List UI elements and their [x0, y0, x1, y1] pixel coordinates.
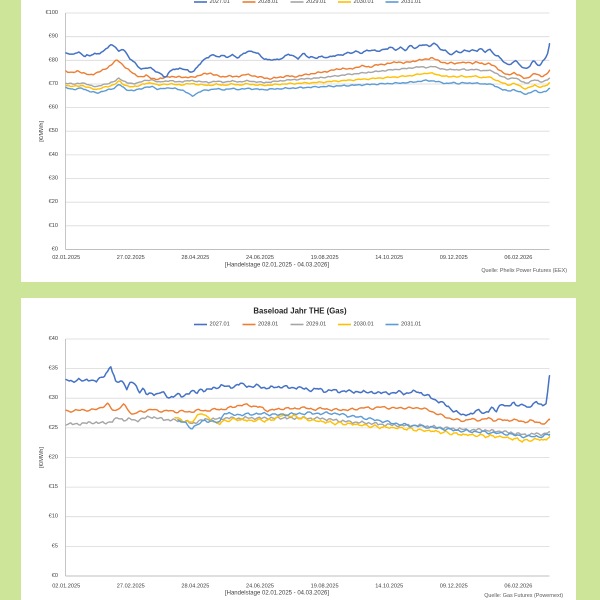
svg-text:€90: €90	[49, 34, 58, 40]
svg-text:€40: €40	[49, 152, 58, 158]
svg-text:[Handelstage 02.01.2025 - 04.0: [Handelstage 02.01.2025 - 04.03.2026]	[225, 262, 329, 268]
svg-text:[€/MWh]: [€/MWh]	[39, 447, 45, 468]
svg-text:27.02.2025: 27.02.2025	[117, 583, 145, 589]
svg-text:2030.01: 2030.01	[354, 0, 374, 5]
svg-text:€0: €0	[52, 247, 58, 253]
svg-text:09.12.2025: 09.12.2025	[440, 583, 468, 589]
svg-text:02.01.2025: 02.01.2025	[52, 583, 80, 589]
svg-text:€50: €50	[49, 128, 58, 134]
svg-text:€10: €10	[49, 223, 58, 229]
svg-text:27.02.2025: 27.02.2025	[117, 255, 145, 261]
svg-text:14.10.2025: 14.10.2025	[375, 255, 403, 261]
svg-text:€80: €80	[49, 57, 58, 63]
svg-text:€70: €70	[49, 81, 58, 87]
svg-text:€35: €35	[49, 366, 58, 372]
svg-text:02.01.2025: 02.01.2025	[52, 255, 80, 261]
svg-text:€60: €60	[49, 105, 58, 111]
svg-text:€5: €5	[52, 543, 58, 549]
svg-text:[€/MWh]: [€/MWh]	[39, 120, 45, 141]
svg-text:€100: €100	[46, 10, 58, 16]
svg-text:2028.01: 2028.01	[258, 322, 278, 328]
svg-text:2031.01: 2031.01	[401, 0, 421, 5]
svg-text:24.06.2025: 24.06.2025	[246, 255, 274, 261]
svg-text:2028.01: 2028.01	[258, 0, 278, 5]
svg-text:14.10.2025: 14.10.2025	[375, 583, 403, 589]
svg-text:2029.01: 2029.01	[306, 322, 326, 328]
svg-text:2027.01: 2027.01	[210, 0, 230, 5]
svg-text:2027.01: 2027.01	[210, 322, 230, 328]
svg-text:€10: €10	[49, 514, 58, 520]
svg-text:Quelle: Gas Futures (Powernext: Quelle: Gas Futures (Powernext)	[484, 593, 563, 599]
svg-text:06.02.2026: 06.02.2026	[504, 583, 532, 589]
svg-text:Quelle: Phelix Power Futures (: Quelle: Phelix Power Futures (EEX)	[481, 268, 567, 274]
svg-text:19.08.2025: 19.08.2025	[311, 583, 339, 589]
svg-text:[Handelstage 02.01.2025 - 04.0: [Handelstage 02.01.2025 - 04.03.2026]	[225, 590, 329, 596]
svg-text:09.12.2025: 09.12.2025	[440, 255, 468, 261]
svg-text:2029.01: 2029.01	[306, 0, 326, 5]
svg-text:€25: €25	[49, 425, 58, 431]
svg-text:€20: €20	[49, 455, 58, 461]
svg-text:2031.01: 2031.01	[401, 322, 421, 328]
svg-text:€30: €30	[49, 395, 58, 401]
svg-text:2030.01: 2030.01	[354, 322, 374, 328]
svg-text:28.04.2025: 28.04.2025	[181, 255, 209, 261]
svg-text:Baseload Jahr THE (Gas): Baseload Jahr THE (Gas)	[253, 307, 347, 316]
svg-text:€15: €15	[49, 484, 58, 490]
svg-text:€40: €40	[49, 336, 58, 342]
svg-text:24.06.2025: 24.06.2025	[246, 583, 274, 589]
svg-text:€30: €30	[49, 176, 58, 182]
svg-text:€0: €0	[52, 573, 58, 579]
svg-text:€20: €20	[49, 199, 58, 205]
svg-text:06.02.2026: 06.02.2026	[504, 255, 532, 261]
svg-text:19.08.2025: 19.08.2025	[311, 255, 339, 261]
svg-text:28.04.2025: 28.04.2025	[181, 583, 209, 589]
